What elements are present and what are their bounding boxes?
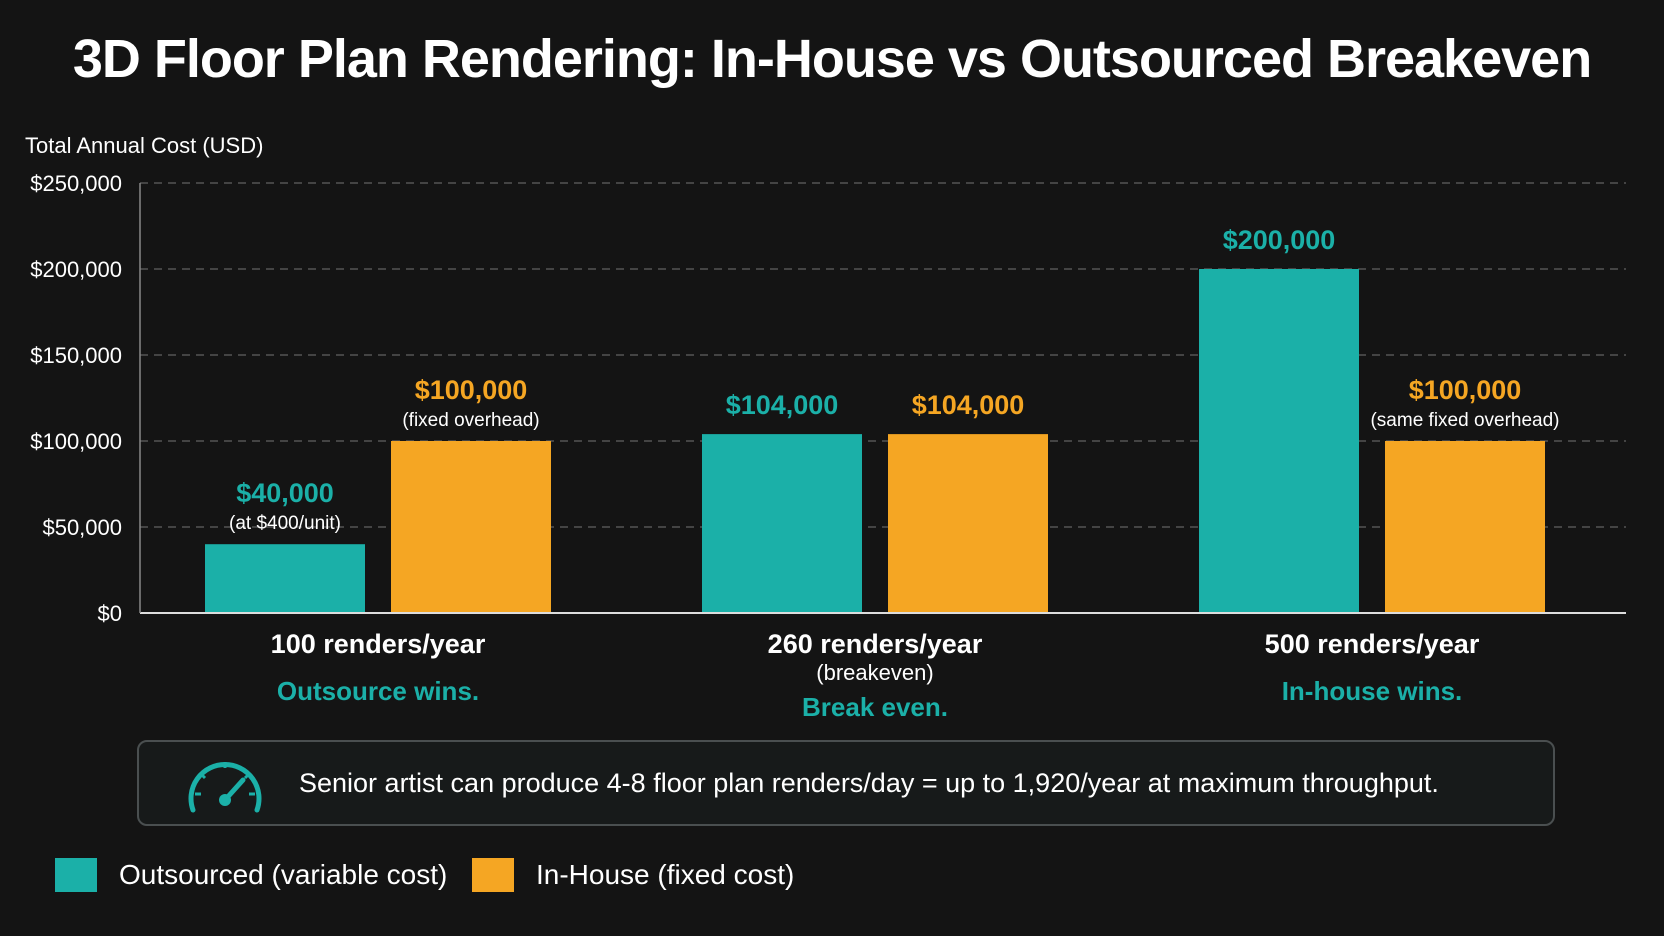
x-axis-labels: 100 renders/year Outsource wins. 260 rende… — [271, 629, 1480, 722]
speedometer-icon — [188, 762, 262, 813]
y-tick-label: $200,000 — [30, 257, 122, 282]
y-tick-label: $0 — [98, 601, 122, 626]
data-label: $100,000 — [1409, 375, 1522, 405]
y-tick-label: $50,000 — [42, 515, 122, 540]
legend-label-outsourced: Outsourced (variable cost) — [119, 859, 448, 890]
legend-swatch-inhouse — [472, 858, 514, 892]
verdict-label: In-house wins. — [1282, 676, 1463, 706]
verdict-label: Outsource wins. — [277, 676, 479, 706]
y-axis-ticks: $0 $50,000 $100,000 $150,000 $200,000 $250,00… — [30, 171, 122, 626]
gridlines — [140, 182, 1626, 528]
bar-inhouse — [1385, 441, 1545, 613]
bar-outsourced — [205, 544, 365, 613]
y-axis-title: Total Annual Cost (USD) — [25, 133, 263, 158]
callout-text: Senior artist can produce 4-8 floor plan… — [299, 768, 1439, 798]
bar-chart: Total Annual Cost (USD) $0 $50,000 $100,00… — [25, 133, 1626, 722]
data-label: $104,000 — [912, 390, 1025, 420]
bar-outsourced — [1199, 269, 1359, 613]
verdict-label: Break even. — [802, 692, 948, 722]
x-tick-label: 500 renders/year — [1265, 629, 1480, 659]
x-tick-note: (breakeven) — [816, 660, 933, 685]
y-tick-label: $150,000 — [30, 343, 122, 368]
legend-swatch-outsourced — [55, 858, 97, 892]
data-label: $200,000 — [1223, 225, 1336, 255]
bar-outsourced — [702, 434, 862, 613]
data-label: $100,000 — [415, 375, 528, 405]
data-sublabel: (same fixed overhead) — [1370, 410, 1559, 431]
bars: $40,000 (at $400/unit) $104,000 $200,000 $10… — [205, 225, 1560, 613]
data-sublabel: (at $400/unit) — [229, 513, 341, 534]
y-tick-label: $250,000 — [30, 171, 122, 196]
legend-label-inhouse: In-House (fixed cost) — [536, 859, 795, 890]
bar-inhouse — [888, 434, 1048, 613]
throughput-callout: Senior artist can produce 4-8 floor plan… — [137, 740, 1555, 826]
chart-title: 3D Floor Plan Rendering: In-House vs Out… — [72, 29, 1592, 89]
bar-inhouse — [391, 441, 551, 613]
x-tick-label: 260 renders/year — [768, 629, 983, 659]
x-tick-label: 100 renders/year — [271, 629, 486, 659]
y-tick-label: $100,000 — [30, 429, 122, 454]
data-sublabel: (fixed overhead) — [402, 410, 539, 431]
data-label: $104,000 — [726, 390, 839, 420]
data-label: $40,000 — [236, 478, 334, 508]
